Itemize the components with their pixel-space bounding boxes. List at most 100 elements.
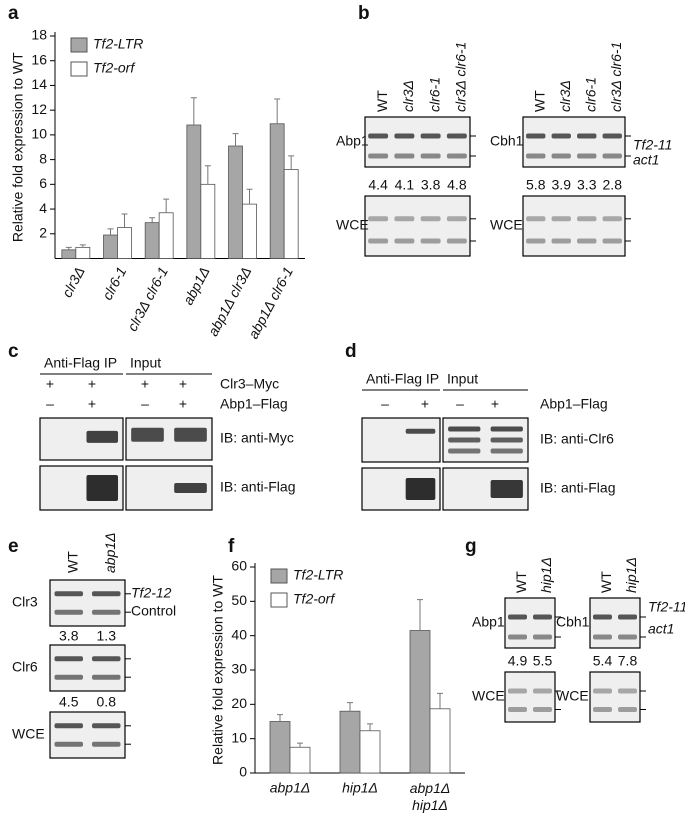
ratio-value: 4.4: [368, 177, 388, 193]
sign: +: [141, 376, 149, 392]
x-tick-label: clr3Δ clr6-1: [124, 264, 171, 334]
blot-label: IB: anti-Flag: [220, 479, 295, 495]
gel-band: [446, 216, 467, 222]
gel-band: [577, 133, 597, 139]
error-bar: [347, 702, 353, 712]
gel-band: [508, 688, 527, 694]
bar: [61, 249, 77, 259]
gel: [589, 597, 641, 649]
bar: [269, 721, 291, 774]
gel: [522, 116, 626, 168]
lane-label: clr3Δ clr6-1: [608, 42, 624, 112]
error-bar: [288, 155, 295, 170]
panel-letter: b: [358, 3, 370, 24]
x-tick-label: abp1Δ clr6-1: [245, 264, 296, 341]
bar: [289, 746, 311, 774]
blot-label: IB: anti-Myc: [220, 430, 294, 446]
ratio-value: 5.8: [526, 177, 546, 193]
gel: [504, 671, 556, 723]
lane-label: WT: [64, 551, 80, 573]
legend-swatch: [70, 37, 88, 53]
gel-band: [368, 216, 389, 222]
panel-letter: f: [228, 536, 235, 557]
group-label: Input: [130, 355, 161, 371]
x-tick-label: abp1Δ: [180, 264, 213, 307]
gel-band: [533, 688, 552, 694]
bar: [144, 222, 160, 259]
gel-band: [526, 216, 546, 222]
ratio-value: 4.5: [59, 694, 79, 710]
gel: [364, 195, 471, 257]
lane-label: clr6-1: [426, 77, 442, 112]
x-tick-label: abp1Δ clr3Δ: [205, 264, 255, 338]
gel-band: [394, 238, 415, 244]
y-tick-label: 0: [239, 764, 247, 780]
lane-label: clr3Δ clr6-1: [453, 42, 469, 112]
gel: [364, 116, 471, 168]
gel-band: [448, 448, 481, 454]
gel-band: [368, 133, 389, 139]
panel-letter: c: [8, 341, 19, 362]
ratio-value: 3.8: [59, 628, 79, 644]
blot-label: WCE: [556, 688, 589, 704]
x-tick-label: abp1Δ: [270, 780, 311, 796]
gel-band: [593, 614, 612, 620]
gel-band: [577, 238, 597, 244]
gel-band: [577, 153, 597, 159]
lane-label: abp1Δ: [102, 532, 118, 573]
bar: [429, 708, 451, 774]
lane-label: WT: [598, 571, 614, 593]
bar: [75, 246, 91, 259]
error-bar: [190, 97, 197, 125]
gel-band: [446, 238, 467, 244]
error-bar: [65, 246, 72, 250]
band-label: Tf2-11: [633, 137, 672, 153]
blot-label: Cbh1: [556, 614, 590, 630]
gel-band: [618, 688, 637, 694]
x-tick-label: abp1Δ hip1Δ: [410, 780, 451, 813]
error-bar: [163, 198, 170, 213]
gel-band: [593, 634, 612, 640]
gel-band: [508, 707, 527, 712]
y-tick-label: 10: [31, 126, 47, 142]
sign: +: [179, 396, 187, 412]
y-tick-label: 6: [39, 175, 47, 191]
gel-band: [526, 238, 546, 244]
row-label: Clr3–Myc: [220, 376, 279, 392]
gel-band: [593, 707, 612, 712]
bar: [103, 234, 118, 259]
lane-label: WT: [513, 571, 529, 593]
lane-label: hip1Δ: [538, 557, 554, 593]
bar: [269, 123, 285, 259]
gel-band: [490, 437, 523, 443]
gel-band: [490, 426, 523, 432]
gel-band: [420, 133, 441, 139]
blot-label: WCE: [472, 688, 505, 704]
bar: [409, 630, 431, 774]
bar: [242, 203, 257, 259]
gel-band: [368, 238, 389, 244]
y-tick-label: 30: [231, 661, 247, 677]
bar: [186, 124, 202, 259]
gel-band: [405, 478, 436, 500]
y-tick-label: 4: [39, 200, 47, 216]
gel-band: [92, 723, 121, 729]
gel: [361, 417, 441, 463]
y-tick-label: 40: [231, 626, 247, 642]
gel-band: [394, 216, 415, 222]
gel-band: [602, 238, 622, 244]
blot-label: Clr6: [12, 659, 38, 675]
sign: +: [88, 376, 96, 392]
gel: [522, 195, 626, 257]
ratio-value: 1.3: [97, 628, 117, 644]
legend-label: Tf2-LTR: [293, 567, 343, 583]
gel-band: [92, 674, 121, 680]
error-bar: [367, 723, 373, 731]
gel-band: [618, 707, 637, 712]
x-tick-label: clr3Δ: [59, 264, 88, 300]
legend-label: Tf2-orf: [293, 591, 336, 607]
band-label: Tf2-12: [131, 585, 172, 601]
y-tick-label: 12: [31, 101, 47, 117]
group-label: Anti-Flag IP: [366, 371, 439, 387]
ratio-value: 4.9: [508, 653, 528, 669]
